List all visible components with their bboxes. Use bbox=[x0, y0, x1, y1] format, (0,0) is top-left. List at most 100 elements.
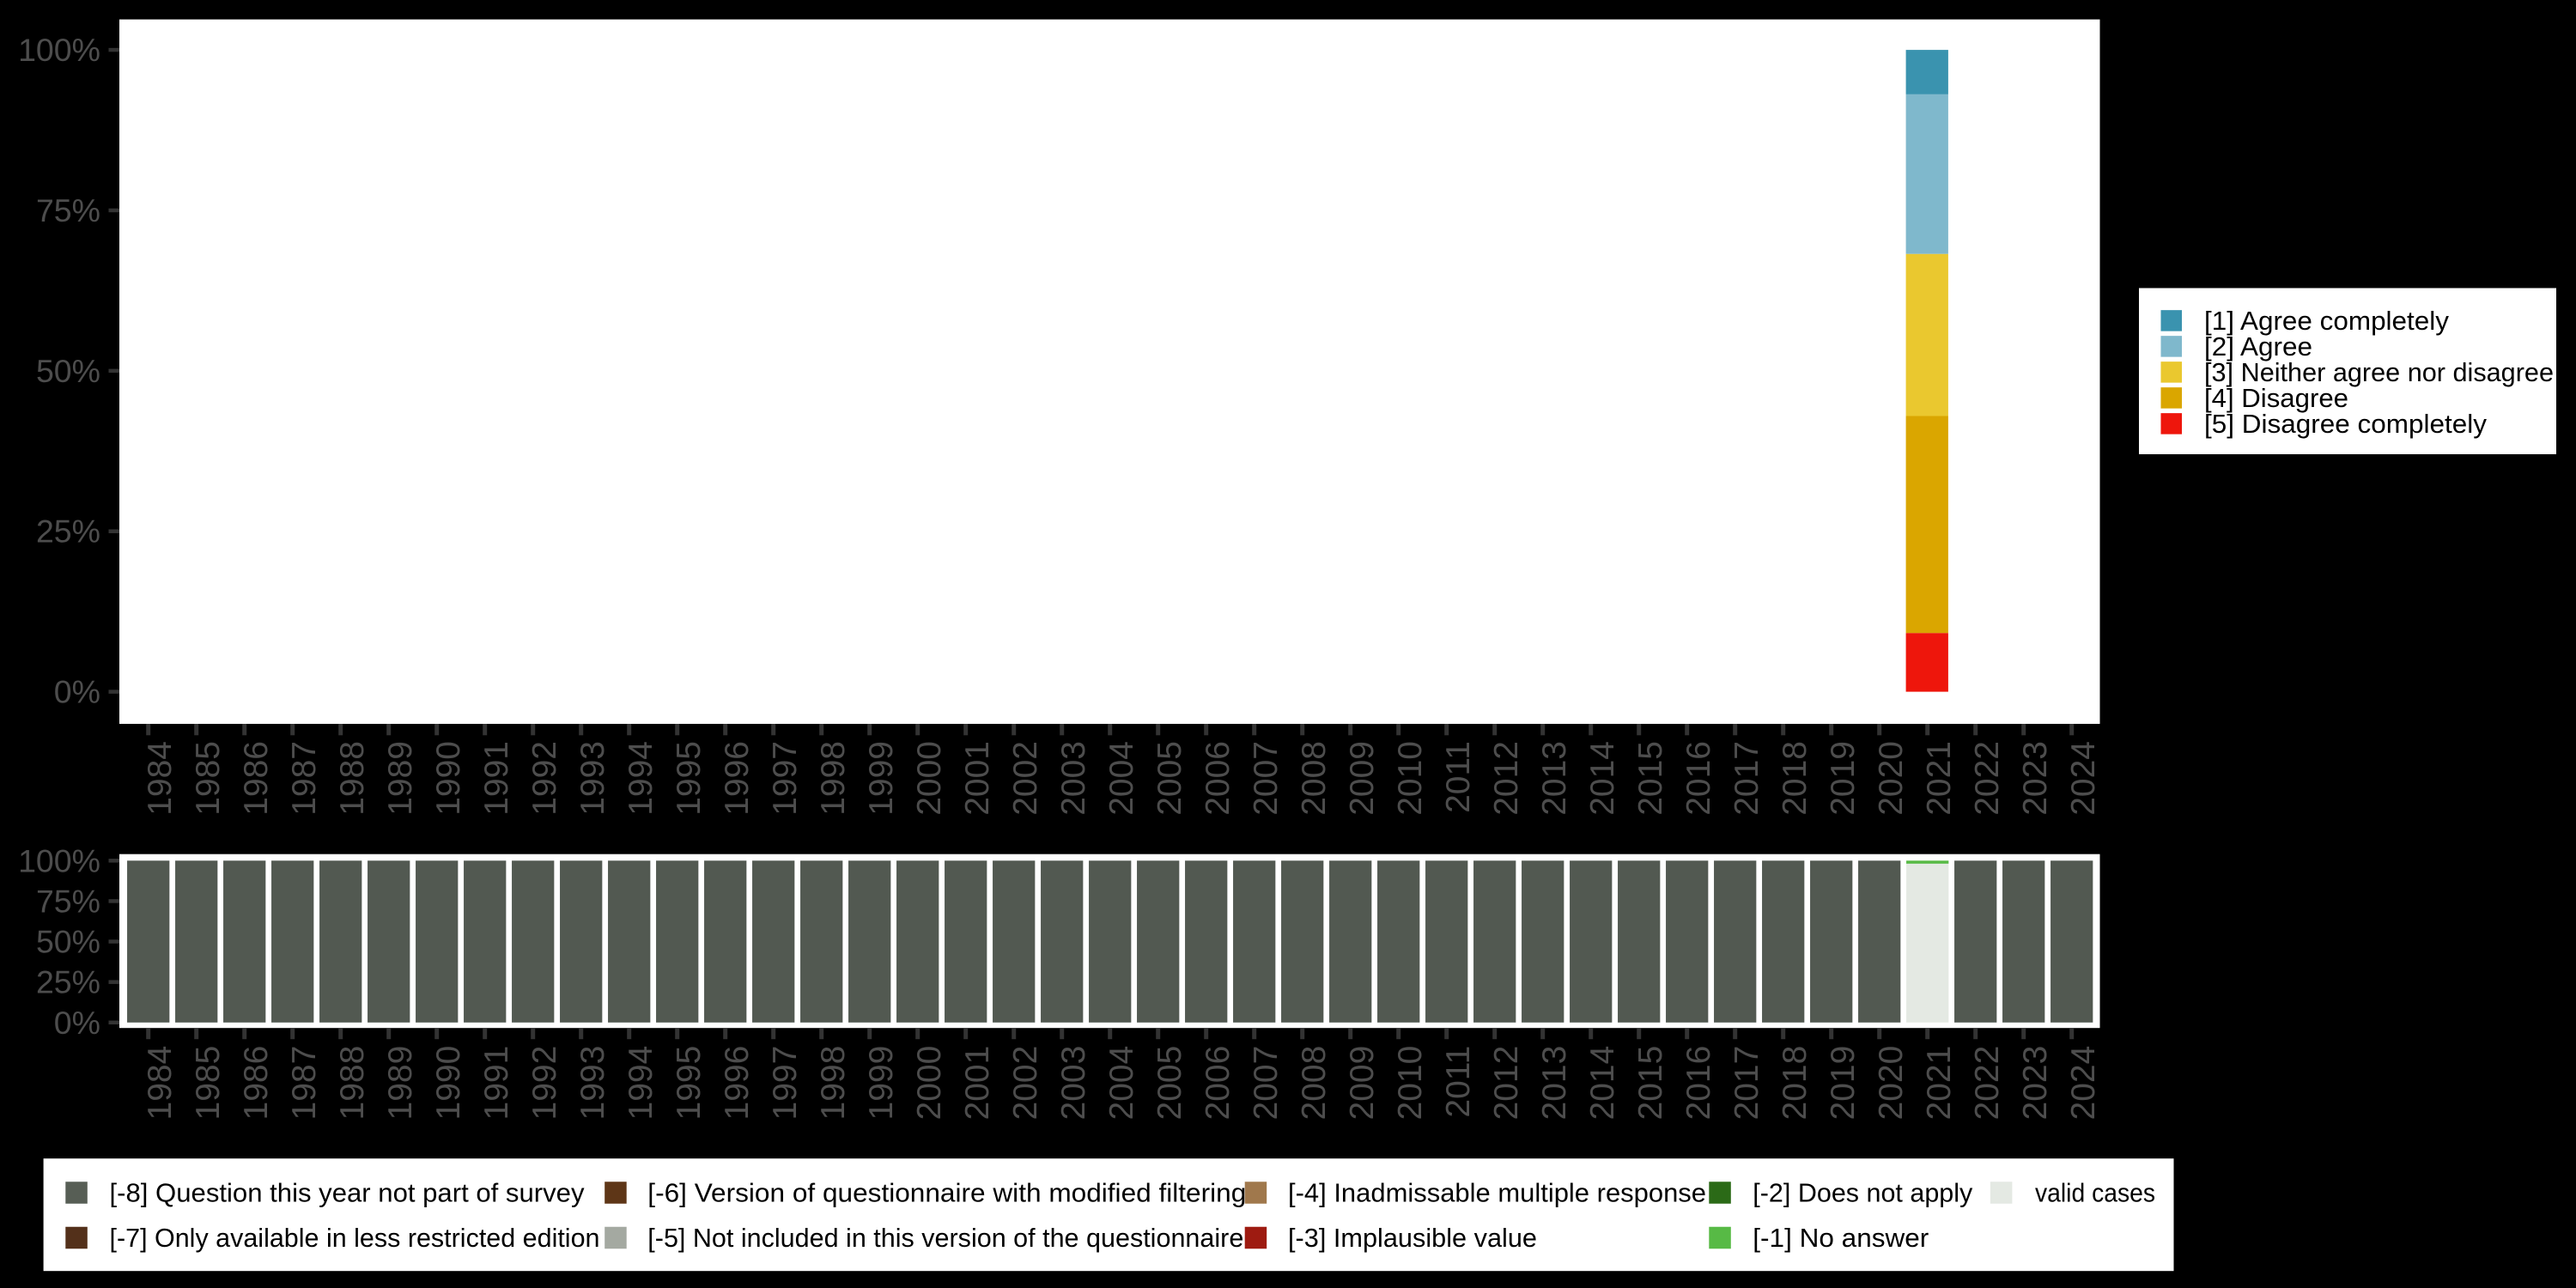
svg-text:2008: 2008 bbox=[1296, 741, 1333, 816]
svg-text:2011: 2011 bbox=[1440, 741, 1477, 813]
svg-text:2022: 2022 bbox=[1969, 1046, 2006, 1121]
svg-text:2001: 2001 bbox=[959, 1046, 996, 1121]
svg-text:1997: 1997 bbox=[767, 741, 804, 816]
svg-text:1990: 1990 bbox=[430, 1046, 467, 1121]
svg-text:1998: 1998 bbox=[815, 741, 852, 816]
svg-text:2021: 2021 bbox=[1921, 741, 1958, 816]
svg-text:valid cases: valid cases bbox=[2035, 1178, 2155, 1208]
svg-text:2003: 2003 bbox=[1055, 741, 1092, 816]
svg-text:1984: 1984 bbox=[142, 741, 179, 816]
svg-text:2024: 2024 bbox=[2065, 741, 2102, 816]
svg-text:1990: 1990 bbox=[430, 741, 467, 816]
svg-text:2007: 2007 bbox=[1248, 1046, 1285, 1121]
svg-text:75%: 75% bbox=[36, 192, 100, 228]
svg-text:1992: 1992 bbox=[526, 1046, 563, 1121]
svg-text:1993: 1993 bbox=[574, 741, 611, 816]
svg-text:2018: 2018 bbox=[1777, 741, 1814, 816]
svg-text:2006: 2006 bbox=[1200, 741, 1236, 816]
svg-text:2014: 2014 bbox=[1584, 1046, 1621, 1121]
svg-text:1988: 1988 bbox=[334, 741, 371, 816]
svg-text:0%: 0% bbox=[54, 674, 100, 710]
svg-text:1996: 1996 bbox=[719, 1046, 756, 1121]
svg-text:2019: 2019 bbox=[1825, 1046, 1862, 1121]
svg-text:1985: 1985 bbox=[190, 741, 227, 816]
svg-text:25%: 25% bbox=[36, 964, 100, 1000]
svg-text:2019: 2019 bbox=[1825, 741, 1862, 816]
svg-text:1998: 1998 bbox=[815, 1046, 852, 1121]
svg-text:1991: 1991 bbox=[478, 1046, 515, 1121]
svg-text:[4] Disagree: [4] Disagree bbox=[2204, 383, 2348, 413]
svg-text:75%: 75% bbox=[36, 883, 100, 919]
svg-text:2009: 2009 bbox=[1344, 741, 1381, 816]
svg-text:2023: 2023 bbox=[2017, 1046, 2054, 1121]
svg-text:2005: 2005 bbox=[1151, 741, 1188, 816]
svg-text:50%: 50% bbox=[36, 924, 100, 960]
svg-text:[-8] Question this year not pa: [-8] Question this year not part of surv… bbox=[110, 1178, 585, 1208]
svg-text:2020: 2020 bbox=[1873, 741, 1910, 816]
svg-text:2002: 2002 bbox=[1007, 1046, 1044, 1121]
svg-text:2004: 2004 bbox=[1103, 741, 1140, 816]
svg-text:2000: 2000 bbox=[911, 1046, 948, 1121]
svg-text:1987: 1987 bbox=[286, 1046, 323, 1121]
svg-text:2017: 2017 bbox=[1728, 1046, 1765, 1121]
svg-text:1988: 1988 bbox=[334, 1046, 371, 1121]
svg-text:2020: 2020 bbox=[1873, 1046, 1910, 1121]
svg-text:2018: 2018 bbox=[1777, 1046, 1814, 1121]
svg-text:1999: 1999 bbox=[863, 741, 900, 816]
svg-text:1999: 1999 bbox=[863, 1046, 900, 1121]
svg-text:2006: 2006 bbox=[1200, 1046, 1236, 1121]
svg-text:[-6] Version of questionnaire: [-6] Version of questionnaire with modif… bbox=[647, 1178, 1246, 1208]
svg-text:[-5] Not included in this vers: [-5] Not included in this version of the… bbox=[647, 1223, 1243, 1253]
svg-text:[-7] Only available in less re: [-7] Only available in less restricted e… bbox=[110, 1223, 600, 1253]
svg-text:2001: 2001 bbox=[959, 741, 996, 816]
svg-text:2010: 2010 bbox=[1392, 741, 1429, 816]
svg-text:1997: 1997 bbox=[767, 1046, 804, 1121]
svg-text:2003: 2003 bbox=[1055, 1046, 1092, 1121]
svg-text:2015: 2015 bbox=[1632, 741, 1669, 816]
svg-text:[1] Agree completely: [1] Agree completely bbox=[2204, 306, 2449, 336]
svg-text:[2] Agree: [2] Agree bbox=[2204, 331, 2312, 361]
svg-text:2015: 2015 bbox=[1632, 1046, 1669, 1121]
svg-text:2017: 2017 bbox=[1728, 741, 1765, 816]
svg-text:1989: 1989 bbox=[382, 1046, 419, 1121]
svg-text:1985: 1985 bbox=[190, 1046, 227, 1121]
svg-text:1992: 1992 bbox=[526, 741, 563, 816]
svg-text:25%: 25% bbox=[36, 513, 100, 550]
svg-text:2021: 2021 bbox=[1921, 1046, 1958, 1121]
svg-text:2012: 2012 bbox=[1488, 741, 1525, 816]
svg-text:1994: 1994 bbox=[623, 741, 659, 816]
svg-text:2024: 2024 bbox=[2065, 1046, 2102, 1121]
svg-text:1991: 1991 bbox=[478, 741, 515, 816]
svg-text:2009: 2009 bbox=[1344, 1046, 1381, 1121]
svg-text:2014: 2014 bbox=[1584, 741, 1621, 816]
svg-text:2013: 2013 bbox=[1536, 741, 1573, 816]
svg-text:2013: 2013 bbox=[1536, 1046, 1573, 1121]
svg-text:1995: 1995 bbox=[671, 741, 708, 816]
svg-text:2022: 2022 bbox=[1969, 741, 2006, 816]
svg-text:[3] Neither agree nor disagree: [3] Neither agree nor disagree bbox=[2204, 357, 2554, 387]
svg-text:1984: 1984 bbox=[142, 1046, 179, 1121]
svg-text:2012: 2012 bbox=[1488, 1046, 1525, 1121]
svg-text:2008: 2008 bbox=[1296, 1046, 1333, 1121]
svg-text:0%: 0% bbox=[54, 1005, 100, 1041]
svg-text:1995: 1995 bbox=[671, 1046, 708, 1121]
svg-text:[-4] Inadmissable multiple res: [-4] Inadmissable multiple response bbox=[1288, 1178, 1706, 1208]
svg-text:2010: 2010 bbox=[1392, 1046, 1429, 1121]
svg-text:1996: 1996 bbox=[719, 741, 756, 816]
svg-text:2002: 2002 bbox=[1007, 741, 1044, 816]
svg-text:[5] Disagree completely: [5] Disagree completely bbox=[2204, 409, 2487, 439]
svg-text:2004: 2004 bbox=[1103, 1046, 1140, 1121]
svg-text:2023: 2023 bbox=[2017, 741, 2054, 816]
svg-text:1986: 1986 bbox=[238, 1046, 275, 1121]
svg-text:100%: 100% bbox=[18, 32, 100, 68]
svg-text:2016: 2016 bbox=[1680, 1046, 1717, 1121]
svg-text:1994: 1994 bbox=[623, 1046, 659, 1121]
svg-text:[-2] Does not apply: [-2] Does not apply bbox=[1753, 1178, 1972, 1208]
svg-text:2000: 2000 bbox=[911, 741, 948, 816]
svg-text:[-1] No answer: [-1] No answer bbox=[1753, 1223, 1929, 1253]
svg-text:2011: 2011 bbox=[1440, 1046, 1477, 1118]
svg-text:2016: 2016 bbox=[1680, 741, 1717, 816]
svg-text:1993: 1993 bbox=[574, 1046, 611, 1121]
svg-text:2007: 2007 bbox=[1248, 741, 1285, 816]
svg-text:100%: 100% bbox=[18, 842, 100, 878]
